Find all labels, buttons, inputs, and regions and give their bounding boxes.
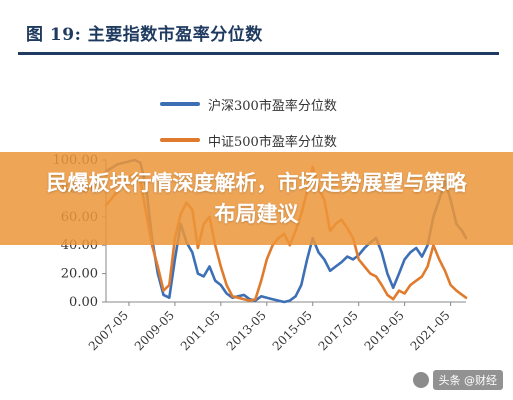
title-rule — [18, 52, 499, 55]
y-tick-label: 20.00 — [61, 267, 98, 282]
chart-legend: 沪深300市盈率分位数 中证500市盈率分位数 — [160, 86, 337, 158]
x-tick-label: 2019-05 — [362, 308, 407, 353]
legend-item-zz500: 中证500市盈率分位数 — [160, 122, 337, 158]
x-tick-label: 2015-05 — [270, 308, 315, 353]
watermark-text: 头条 @财经 — [432, 370, 503, 390]
x-tick-label: 2007-05 — [86, 308, 131, 353]
legend-item-hs300: 沪深300市盈率分位数 — [160, 86, 337, 122]
legend-label-zz500: 中证500市盈率分位数 — [208, 134, 337, 150]
watermark-logo-icon — [412, 372, 429, 388]
headline-text[interactable]: 民爆板块行情深度解析，市场走势展望与策略布局建议 — [46, 170, 467, 226]
x-tick-label: 2017-05 — [316, 308, 361, 353]
watermark: 头条 @财经 — [412, 370, 503, 390]
y-tick-label: 0.00 — [69, 295, 98, 310]
legend-swatch-zz500 — [160, 138, 200, 142]
figure-title: 图 19: 主要指数市盈率分位数 — [26, 25, 263, 45]
x-tick-label: 2021-05 — [408, 308, 453, 353]
x-tick-label: 2013-05 — [224, 308, 269, 353]
x-tick-label: 2009-05 — [132, 308, 177, 353]
legend-label-hs300: 沪深300市盈率分位数 — [208, 98, 337, 114]
x-tick-label: 2011-05 — [178, 308, 223, 353]
headline-banner[interactable]: 民爆板块行情深度解析，市场走势展望与策略布局建议 — [0, 152, 513, 245]
legend-swatch-hs300 — [160, 102, 200, 106]
series-line-hs300 — [104, 158, 468, 304]
